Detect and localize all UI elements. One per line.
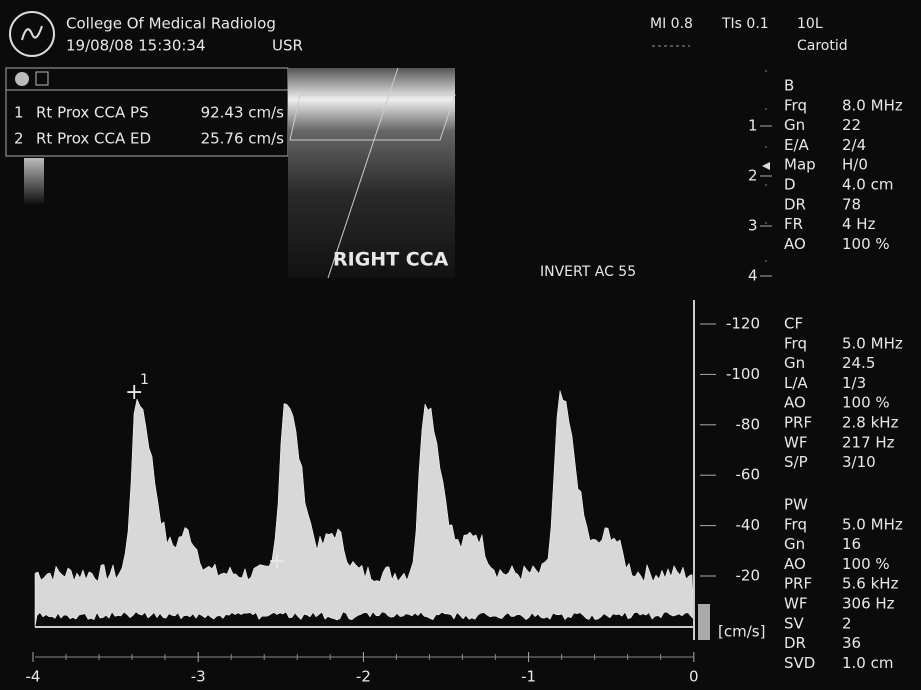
param-name: FR [784, 215, 803, 233]
param-name: AO [784, 555, 806, 573]
time-label: -4 [26, 668, 41, 686]
param-name: SVD [784, 654, 815, 672]
param-name: WF [784, 595, 807, 613]
gray-bar [24, 158, 44, 204]
caliper-ps: + [125, 380, 143, 405]
param-name: Map [784, 156, 816, 174]
velocity-label: -20 [736, 567, 761, 585]
param-name: E/A [784, 136, 810, 154]
preset: Carotid [797, 38, 848, 54]
param-name: PRF [784, 414, 812, 432]
measure-label: Rt Prox CCA ED [36, 130, 151, 148]
image-label: RIGHT CCA [333, 249, 449, 271]
param-value: 8.0 MHz [842, 96, 903, 114]
param-value: H/0 [842, 156, 868, 174]
b-mode-image [288, 68, 455, 278]
record-icon [15, 72, 29, 86]
measure-value: 25.76 cm/s [201, 130, 285, 148]
param-value: 36 [842, 634, 861, 652]
depth-label: 1 [748, 117, 758, 135]
velocity-unit: [cm/s] [718, 623, 765, 641]
param-name: AO [784, 235, 806, 253]
param-name: Gn [784, 535, 805, 553]
param-name: L/A [784, 374, 808, 392]
param-value: 4 Hz [842, 215, 876, 233]
param-value: 2.8 kHz [842, 414, 899, 432]
measure-index: 1 [14, 104, 24, 122]
time-label: -3 [191, 668, 206, 686]
param-name: WF [784, 433, 807, 451]
datetime: 19/08/08 15:30:34 [66, 37, 206, 55]
tool-icon [35, 71, 49, 86]
param-value: 1.0 cm [842, 654, 893, 672]
param-value: 5.0 MHz [842, 515, 903, 533]
param-value: 1/3 [842, 374, 866, 392]
param-value: 2 [842, 614, 852, 632]
param-title: B [784, 77, 794, 95]
depth-label: 2 [748, 167, 758, 185]
caliper-ed: + [268, 549, 286, 574]
param-value: 5.6 kHz [842, 575, 899, 593]
invert: INVERT AC 55 [540, 264, 636, 280]
time-label: -1 [521, 668, 536, 686]
param-title: CF [784, 315, 803, 333]
depth-label: 3 [748, 217, 758, 235]
param-name: Gn [784, 116, 805, 134]
param-value: 16 [842, 535, 861, 553]
velocity-label: -120 [726, 315, 760, 333]
param-value: 22 [842, 116, 861, 134]
color-box [289, 94, 456, 141]
param-value: 4.0 cm [842, 176, 893, 194]
param-name: Frq [784, 334, 807, 352]
param-value: 5.0 MHz [842, 334, 903, 352]
param-value: 217 Hz [842, 433, 895, 451]
caliper-label: 1 [140, 372, 149, 388]
cursor-line [327, 67, 399, 279]
logo-mark [21, 25, 43, 41]
velocity-label: -80 [736, 415, 761, 433]
param-value: 100 % [842, 235, 890, 253]
param-name: SV [784, 614, 805, 632]
velocity-label: -60 [736, 466, 761, 484]
velocity-label: -100 [726, 365, 760, 383]
user: USR [272, 37, 303, 55]
probe: 10L [797, 16, 823, 32]
param-name: Gn [784, 354, 805, 372]
param-name: Frq [784, 515, 807, 533]
focus-marker [762, 162, 770, 170]
institution: College Of Medical Radiolog [66, 15, 276, 33]
depth-label: 4 [748, 267, 758, 285]
param-value: 100 % [842, 394, 890, 412]
param-name: S/P [784, 453, 808, 471]
measure-value: 92.43 cm/s [201, 104, 285, 122]
param-name: DR [784, 195, 806, 213]
param-value: 3/10 [842, 453, 876, 471]
param-value: 306 Hz [842, 595, 895, 613]
time-label: 0 [689, 668, 699, 686]
param-name: D [784, 176, 796, 194]
measure-label: Rt Prox CCA PS [36, 104, 149, 122]
param-value: 78 [842, 195, 861, 213]
logo [9, 11, 55, 57]
param-name: DR [784, 634, 806, 652]
param-name: PRF [784, 575, 812, 593]
param-name: AO [784, 394, 806, 412]
param-name: Frq [784, 96, 807, 114]
param-value: 2/4 [842, 136, 866, 154]
mi: MI 0.8 [650, 16, 693, 32]
tis: TIs 0.1 [721, 16, 769, 32]
param-title: PW [784, 496, 808, 514]
baseline-marker [698, 604, 710, 640]
param-value: 100 % [842, 555, 890, 573]
param-value: 24.5 [842, 354, 875, 372]
time-label: -2 [356, 668, 371, 686]
velocity-label: -40 [736, 516, 761, 534]
measure-index: 2 [14, 130, 24, 148]
